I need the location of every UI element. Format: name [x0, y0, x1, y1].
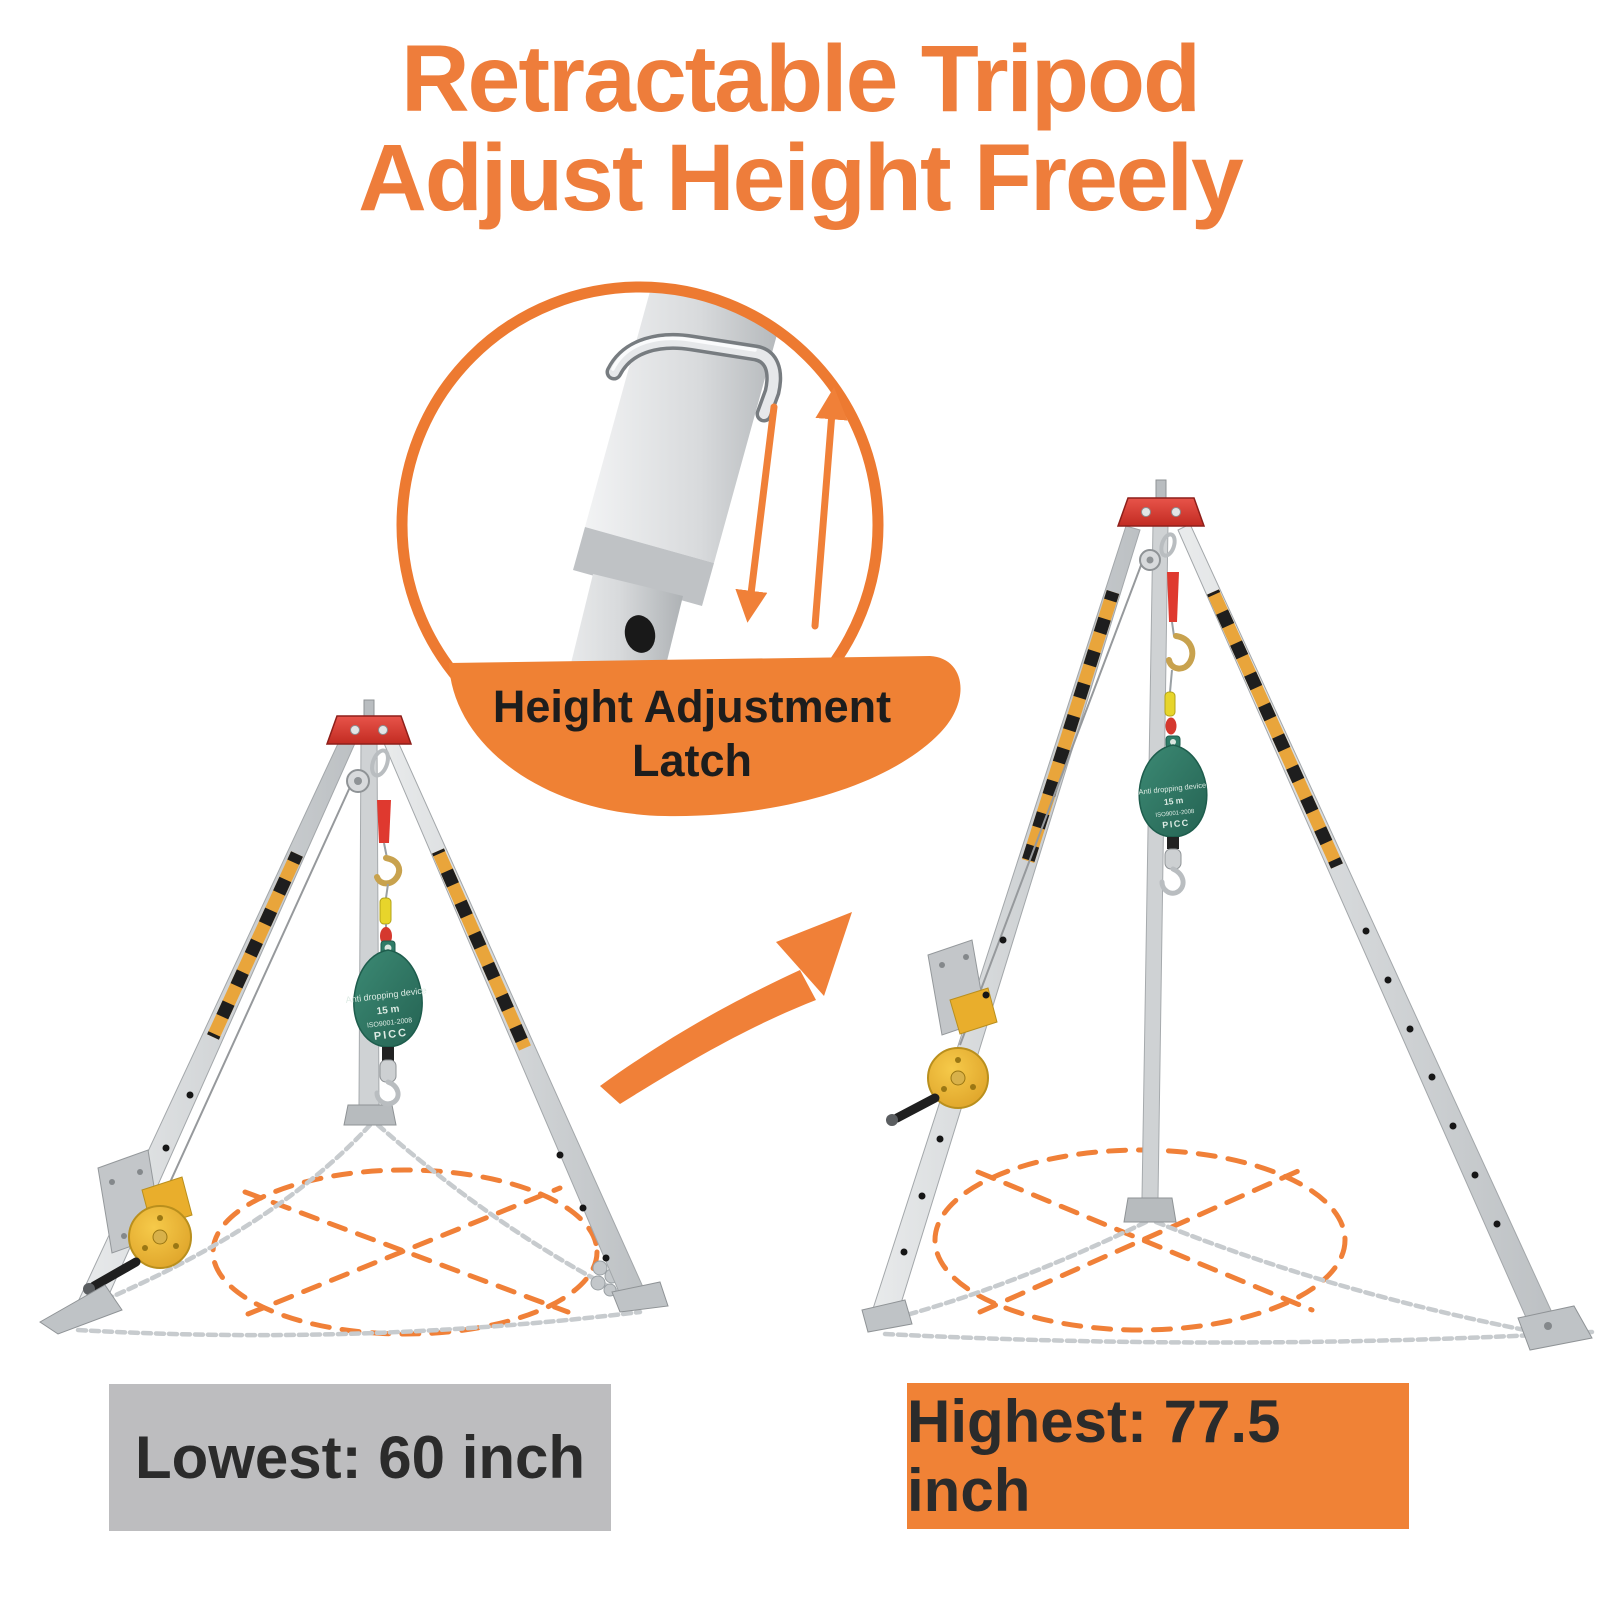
work-area-ellipse-right — [932, 1147, 1348, 1333]
work-area-ellipse-left — [210, 1167, 600, 1337]
tripod-foot — [39, 1284, 123, 1335]
inset-caption-line-1: Height Adjustment — [493, 681, 891, 732]
title-line-2: Adjust Height Freely — [358, 124, 1244, 231]
page-title: Retractable Tripod Adjust Height Freely — [0, 30, 1600, 228]
tripod-right: Anti dropping device 15 m ISO9001-2008 P… — [861, 479, 1593, 1351]
tripod-head — [325, 715, 413, 745]
rear-leg — [358, 739, 380, 1106]
anchor-plate — [343, 1104, 397, 1126]
tripod-foot — [1517, 1305, 1593, 1351]
lift-hook — [1166, 633, 1196, 672]
winch-cable — [161, 775, 356, 1201]
tripod-head — [1116, 497, 1206, 527]
device-label-length: 15 m — [1163, 795, 1184, 807]
pulley-block — [346, 748, 390, 793]
red-strap — [1167, 572, 1179, 622]
hazard-stripes — [207, 848, 531, 1051]
inset-caption-band — [449, 656, 961, 817]
growth-arrow-icon — [600, 912, 852, 1104]
anti-dropping-device: Anti dropping device 15 m ISO9001-2008 P… — [1138, 735, 1208, 896]
leg-holes — [162, 1091, 610, 1262]
pulley-block — [1139, 532, 1177, 571]
device-label-iso: ISO9001-2008 — [1155, 809, 1195, 819]
hand-winch — [886, 939, 998, 1126]
device-label-brand: PICC — [1162, 817, 1190, 830]
tripod-foot — [861, 1299, 913, 1333]
device-label-brand: PICC — [373, 1027, 408, 1043]
lowest-height-label: Lowest: 60 inch — [109, 1384, 611, 1531]
anchor-chains-right — [882, 1219, 1595, 1345]
hand-winch — [83, 1149, 193, 1295]
device-label-length: 15 m — [376, 1004, 400, 1018]
anchor-plate — [1123, 1197, 1177, 1223]
anti-dropping-device: Anti dropping device 15 m ISO9001-2008 P… — [345, 940, 427, 1107]
rear-leg — [1141, 523, 1169, 1199]
lift-hook — [374, 855, 403, 887]
winch-handle — [892, 1093, 940, 1123]
winch-handle — [89, 1257, 141, 1291]
inset-detail-circle: Height Adjustment Latch — [396, 281, 961, 817]
tripod-left: Anti dropping device 15 m ISO9001-2008 P… — [39, 699, 669, 1335]
inset-caption-line-2: Latch — [632, 735, 752, 786]
yellow-sleeve — [1164, 691, 1176, 717]
winch-cable — [959, 551, 1147, 1046]
snap-hook — [1164, 848, 1182, 870]
leg-holes — [900, 927, 1501, 1256]
title-line-1: Retractable Tripod — [400, 26, 1201, 132]
yellow-sleeve — [379, 897, 392, 925]
hazard-stripes — [1021, 589, 1343, 869]
cap-pin — [1155, 479, 1167, 499]
highest-height-label: Highest: 77.5 inch — [907, 1383, 1409, 1529]
red-strap — [377, 800, 391, 843]
latch-handle-icon — [605, 332, 783, 423]
tripod-foot — [611, 1281, 669, 1313]
resize-arrows-icon — [735, 387, 848, 630]
red-link — [1165, 717, 1177, 735]
snap-hook — [379, 1059, 397, 1083]
